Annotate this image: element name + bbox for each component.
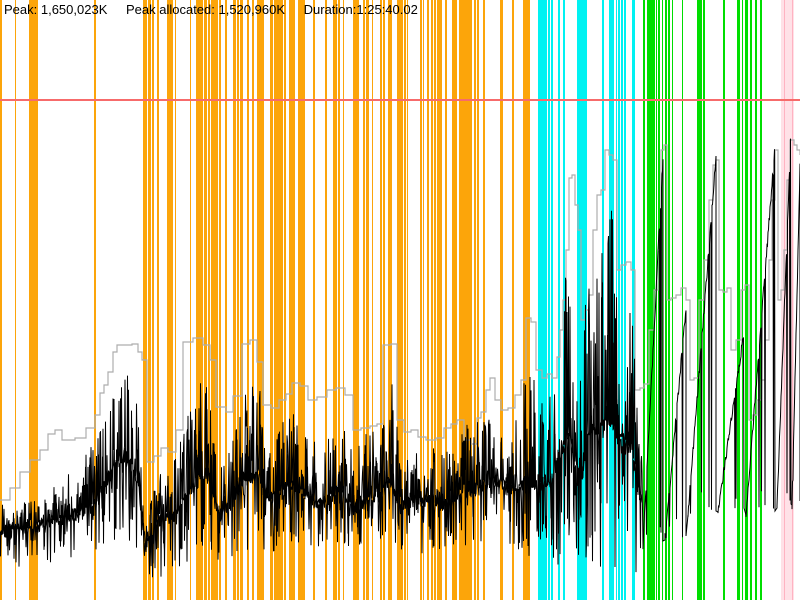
event-band — [500, 0, 503, 600]
event-band — [240, 0, 243, 600]
event-band — [284, 0, 286, 600]
memory-line — [0, 138, 800, 575]
event-band — [445, 0, 447, 600]
stat-peak: Peak: 1,650,023K — [4, 2, 108, 17]
event-band — [15, 0, 16, 600]
event-band — [750, 0, 752, 600]
event-band — [658, 0, 660, 600]
stat-duration: Duration:1:25:40.02 — [303, 2, 418, 17]
event-band — [643, 0, 645, 600]
event-band — [437, 0, 442, 600]
event-band — [512, 0, 514, 600]
event-band — [167, 0, 173, 600]
event-band — [792, 0, 793, 600]
event-band — [338, 0, 340, 600]
event-band — [682, 0, 683, 600]
event-band — [624, 0, 626, 600]
event-band — [760, 0, 762, 600]
event-band — [94, 0, 96, 600]
event-band — [427, 0, 429, 600]
event-band — [225, 0, 227, 600]
event-band — [388, 0, 392, 600]
event-band — [538, 0, 547, 600]
event-band — [372, 0, 373, 600]
event-band — [523, 0, 530, 600]
event-band — [289, 0, 295, 600]
event-band — [219, 0, 221, 600]
event-band — [196, 0, 203, 600]
event-band — [274, 0, 283, 600]
event-band — [548, 0, 550, 600]
event-band — [420, 0, 422, 600]
event-band — [577, 0, 587, 600]
event-band — [29, 0, 38, 600]
stats-header: Peak: 1,650,023K Peak allocated: 1,520,9… — [4, 2, 433, 18]
event-band — [647, 0, 655, 600]
event-band — [204, 0, 207, 600]
event-band — [755, 0, 757, 600]
event-band — [745, 0, 748, 600]
event-band — [380, 0, 382, 600]
event-band — [397, 0, 403, 600]
event-band — [157, 0, 159, 600]
event-band — [366, 0, 369, 600]
event-band — [298, 0, 305, 600]
event-band — [474, 0, 476, 600]
event-band — [363, 0, 365, 600]
event-band — [737, 0, 740, 600]
event-band — [175, 0, 176, 600]
event-band — [477, 0, 479, 600]
event-band — [383, 0, 385, 600]
event-band — [656, 0, 657, 600]
event-band — [407, 0, 408, 600]
event-band — [551, 0, 553, 600]
event-band — [423, 0, 424, 600]
event-band — [252, 0, 254, 600]
event-band — [208, 0, 210, 600]
event-band — [353, 0, 357, 600]
event-band — [313, 0, 315, 600]
event-band — [357, 0, 359, 600]
event-band — [325, 0, 327, 600]
event-band — [665, 0, 667, 600]
event-band — [434, 0, 436, 600]
event-band — [190, 0, 191, 600]
event-band — [333, 0, 337, 600]
event-band — [148, 0, 151, 600]
memory-line-pass2 — [0, 219, 643, 578]
event-band — [247, 0, 249, 600]
event-band — [621, 0, 623, 600]
event-band — [431, 0, 433, 600]
event-band — [237, 0, 239, 600]
event-band — [404, 0, 406, 600]
event-band — [257, 0, 264, 600]
event-band — [742, 0, 743, 600]
event-band — [672, 0, 673, 600]
event-band — [483, 0, 485, 600]
event-band — [233, 0, 236, 600]
event-band — [558, 0, 560, 600]
event-band — [152, 0, 154, 600]
event-band — [0, 0, 2, 600]
event-band — [343, 0, 344, 600]
event-band — [618, 0, 620, 600]
event-band — [211, 0, 218, 600]
event-band — [632, 0, 635, 600]
stat-peak-allocated: Peak allocated: 1,520,960K — [125, 2, 285, 17]
event-band — [452, 0, 457, 600]
event-band — [723, 0, 725, 600]
event-band — [143, 0, 147, 600]
event-band — [270, 0, 273, 600]
